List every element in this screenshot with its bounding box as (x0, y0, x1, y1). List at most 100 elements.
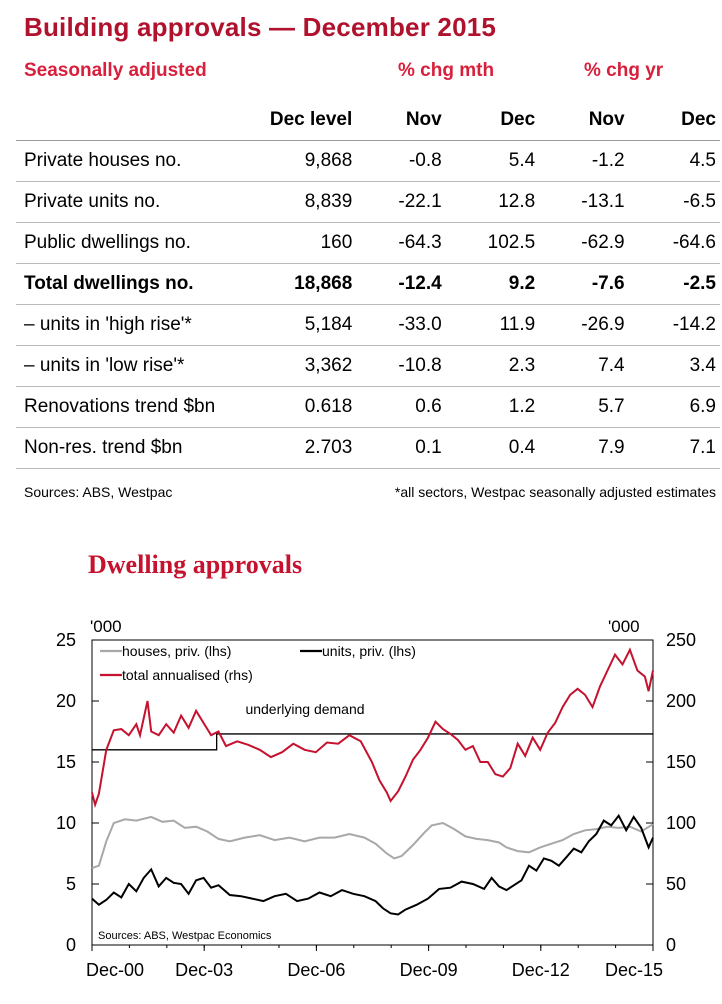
table-cell: -22.1 (356, 181, 446, 223)
table-cell: 102.5 (445, 222, 540, 264)
table-cell: 160 (250, 222, 357, 264)
table-row: Private units no. 8,839 -22.1 12.8 -13.1 -6.5 (16, 181, 720, 223)
y-right-tick-label: 100 (666, 813, 696, 833)
table-row: – units in 'high rise'* 5,184 -33.0 11.9 -26… (16, 304, 720, 346)
underlying-demand-annotation: underlying demand (245, 701, 364, 717)
table-row: Total dwellings no. 18,868 -12.4 9.2 -7.6 -2.… (16, 263, 720, 305)
table-cell: 5.4 (445, 140, 540, 182)
table-cell: 18,868 (250, 263, 357, 305)
table-row: Private houses no. 9,868 -0.8 5.4 -1.2 4.5 (16, 140, 720, 182)
y-left-tick-label: 0 (66, 935, 76, 955)
table-cell: -12.4 (356, 263, 446, 305)
chart-legend: houses, priv. (lhs) units, priv. (lhs) tot… (100, 643, 416, 683)
row-label: Total dwellings no. (16, 263, 251, 305)
table-cell: 12.8 (445, 181, 540, 223)
row-label: – units in 'high rise'* (16, 304, 251, 346)
table-row: Non-res. trend $bn 2.703 0.1 0.4 7.9 7.1 (16, 427, 720, 469)
pct-chg-month-header: % chg mth (398, 60, 495, 81)
legend-label: total annualised (rhs) (122, 667, 253, 683)
table-source-note: Sources: ABS, Westpac (24, 484, 173, 500)
row-label: Non-res. trend $bn (16, 427, 251, 469)
table-cell: -2.5 (628, 263, 720, 305)
y-right-tick-label: 0 (666, 935, 676, 955)
y-left-unit-label: '000 (90, 617, 122, 636)
table-cell: -1.2 (539, 140, 629, 182)
table-row: – units in 'low rise'* 3,362 -10.8 2.3 7.4 3.… (16, 345, 720, 387)
table-cell: 6.9 (628, 386, 720, 428)
table-cell: 9.2 (445, 263, 540, 305)
column-header: Dec level (250, 100, 357, 141)
legend-label: houses, priv. (lhs) (122, 643, 231, 659)
row-label: Public dwellings no. (16, 222, 251, 264)
table-header-row: Dec level Nov Dec Nov Dec (16, 100, 720, 141)
x-tick-label: Dec-09 (400, 960, 458, 980)
table-cell: 11.9 (445, 304, 540, 346)
table-cell: -33.0 (356, 304, 446, 346)
underlying-demand-line (92, 733, 654, 751)
building-approvals-table: Dec level Nov Dec Nov Dec Private houses… (16, 100, 720, 469)
y-left-tick-label: 5 (66, 874, 76, 894)
row-label: Private units no. (16, 181, 251, 223)
table-cell: 0.1 (356, 427, 446, 469)
table-cell: 0.618 (250, 386, 357, 428)
table-cell: -10.8 (356, 345, 446, 387)
table-cell: 4.5 (628, 140, 720, 182)
pct-chg-year-header: % chg yr (584, 60, 664, 81)
series-line-0 (91, 815, 654, 870)
table-cell: -64.6 (628, 222, 720, 264)
x-tick-label: Dec-00 (86, 960, 144, 980)
y-left-tick-label: 10 (56, 813, 76, 833)
table-cell: 7.1 (628, 427, 720, 469)
row-label: – units in 'low rise'* (16, 345, 251, 387)
table-row: Renovations trend $bn 0.618 0.6 1.2 5.7 6.9 (16, 386, 720, 428)
table-cell: -13.1 (539, 181, 629, 223)
table-cell: 7.9 (539, 427, 629, 469)
y-left-tick-label: 15 (56, 752, 76, 772)
column-header: Nov (539, 100, 629, 141)
series-line-1 (91, 813, 654, 916)
series-line-2 (91, 647, 654, 809)
table-cell: 5,184 (250, 304, 357, 346)
table-cell: 0.4 (445, 427, 540, 469)
table-cell: 2.703 (250, 427, 357, 469)
table-cell: 1.2 (445, 386, 540, 428)
table-cell: 3,362 (250, 345, 357, 387)
row-label: Private houses no. (16, 140, 251, 182)
table-cell: -7.6 (539, 263, 629, 305)
y-right-tick-label: 150 (666, 752, 696, 772)
table-cell: 3.4 (628, 345, 720, 387)
y-left-tick-label: 25 (56, 630, 76, 650)
column-header: Dec (628, 100, 720, 141)
page-title: Building approvals — December 2015 (24, 12, 497, 42)
table-cell: -62.9 (539, 222, 629, 264)
table-cell: -6.5 (628, 181, 720, 223)
table-cell: 9,868 (250, 140, 357, 182)
x-tick-label: Dec-15 (605, 960, 663, 980)
chart-title: Dwelling approvals (88, 550, 303, 579)
chart-source-note: Sources: ABS, Westpac Economics (98, 930, 272, 942)
seasonally-adjusted-label: Seasonally adjusted (24, 60, 207, 81)
table-cell: -14.2 (628, 304, 720, 346)
table-cell: 5.7 (539, 386, 629, 428)
column-header: Nov (356, 100, 446, 141)
x-tick-label: Dec-06 (287, 960, 345, 980)
y-right-tick-label: 250 (666, 630, 696, 650)
table-cell: -26.9 (539, 304, 629, 346)
table-footnote: *all sectors, Westpac seasonally adjuste… (394, 484, 716, 500)
table-cell: -0.8 (356, 140, 446, 182)
table-cell: 0.6 (356, 386, 446, 428)
table-cell: 8,839 (250, 181, 357, 223)
y-left-tick-label: 20 (56, 691, 76, 711)
x-tick-label: Dec-03 (175, 960, 233, 980)
table-cell: 2.3 (445, 345, 540, 387)
row-label: Renovations trend $bn (16, 386, 251, 428)
x-tick-label: Dec-12 (512, 960, 570, 980)
legend-label: units, priv. (lhs) (322, 643, 416, 659)
table-cell: -64.3 (356, 222, 446, 264)
row-label-header (16, 100, 251, 141)
table-cell: 7.4 (539, 345, 629, 387)
column-header: Dec (445, 100, 540, 141)
y-right-unit-label: '000 (608, 617, 640, 636)
y-right-tick-label: 50 (666, 874, 686, 894)
